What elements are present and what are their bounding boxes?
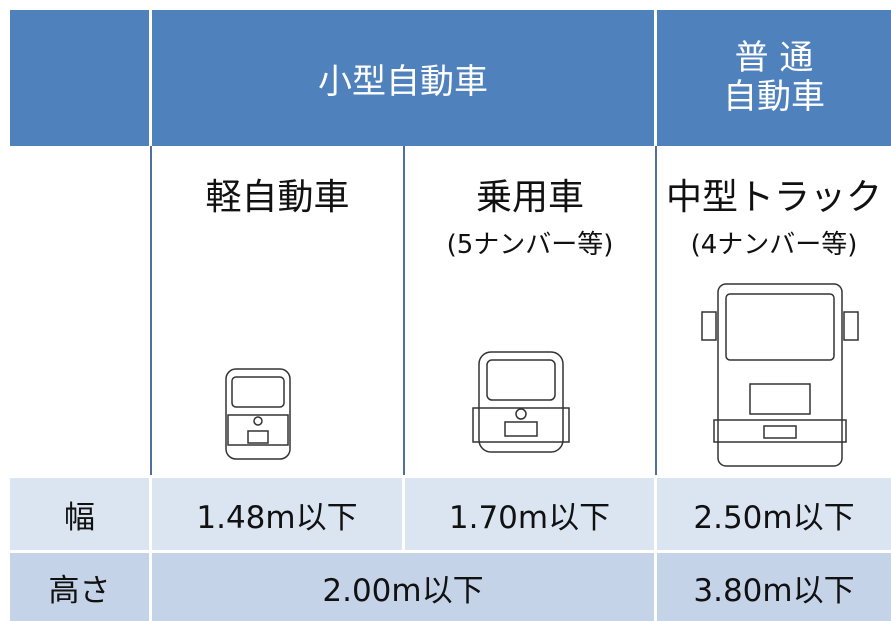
value-cell: 2.50m以下: [657, 475, 891, 550]
group-regular: 普 通: [734, 37, 814, 78]
value: 1.70m以下: [448, 499, 611, 536]
car-icon: [472, 351, 570, 453]
row-label: 高さ: [10, 550, 152, 621]
value: 1.48m以下: [196, 499, 358, 536]
group-header: 小型自動車: [152, 10, 657, 146]
corner-cell: [10, 10, 152, 146]
group-header: 普 通 自動車: [657, 10, 891, 146]
value-cell: 2.00m以下: [152, 550, 657, 621]
column-note: (5ナンバー等): [446, 230, 614, 260]
group-regular: 自動車: [723, 77, 825, 117]
group-small: 小型自動車: [318, 61, 488, 102]
column-name: 軽自動車: [205, 177, 350, 218]
row-label-text: 高さ: [48, 572, 111, 609]
truck-icon: [701, 283, 859, 467]
row-label-text: 幅: [64, 499, 95, 536]
kei-car-icon: [225, 368, 291, 460]
value-cell: 1.48m以下: [152, 475, 405, 550]
value: 3.80m以下: [693, 572, 855, 609]
value: 2.50m以下: [693, 499, 855, 536]
column-header: 中型トラック (4ナンバー等): [657, 146, 891, 475]
column-name: 乗用車: [475, 177, 584, 218]
empty-cell: [10, 146, 152, 475]
column-header: 乗用車 (5ナンバー等): [405, 146, 657, 475]
value-cell: 1.70m以下: [405, 475, 657, 550]
column-note: (4ナンバー等): [690, 230, 858, 260]
column-header: 軽自動車: [152, 146, 405, 475]
row-label: 幅: [10, 475, 152, 550]
column-name: 中型トラック: [665, 177, 882, 218]
value-cell: 3.80m以下: [657, 550, 891, 621]
value: 2.00m以下: [322, 572, 484, 609]
